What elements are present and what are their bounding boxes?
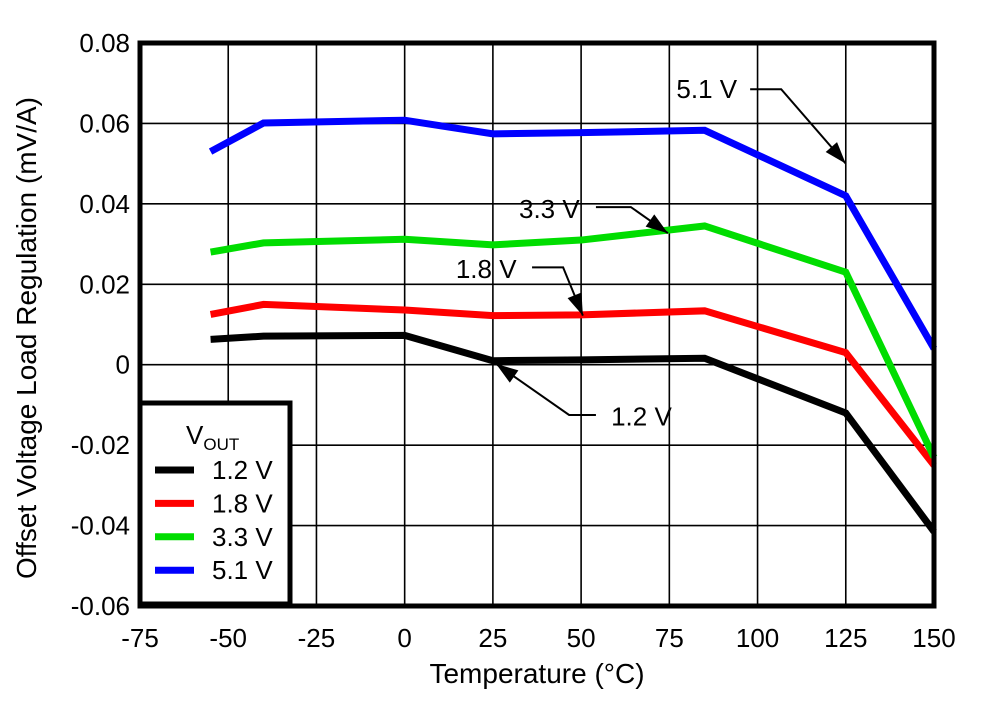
x-tick-label: 50	[567, 623, 596, 653]
annotation-1-8-v: 1.8 V	[456, 254, 584, 317]
annotation-label: 1.2 V	[611, 402, 672, 432]
y-tick-label: -0.04	[71, 511, 130, 541]
tick-labels: -75 -50 -25 0 25 50 75 100 125 150 0.08 0.06 0.04 0.0…	[71, 28, 956, 653]
y-tick-label: -0.02	[71, 430, 130, 460]
y-tick-label: -0.06	[71, 591, 130, 621]
x-tick-label: 125	[824, 623, 867, 653]
x-tick-label: 0	[397, 623, 411, 653]
x-tick-label: 100	[736, 623, 779, 653]
series-group	[208, 116, 938, 534]
series-line-3-3-v	[209, 222, 938, 459]
legend-label-4: 5.1 V	[212, 555, 273, 585]
grid-group	[140, 43, 934, 606]
annotations-group: 5.1 V 3.3 V1.8 V 1.2 V	[456, 74, 847, 432]
y-tick-label: 0.02	[79, 269, 130, 299]
annotation-leader-line	[532, 266, 584, 317]
x-tick-label: 25	[478, 623, 507, 653]
annotation-3-3-v: 3.3 V	[519, 194, 669, 235]
annotation-arrowhead	[825, 142, 846, 164]
x-tick-label: 150	[912, 623, 955, 653]
annotation-label: 1.8 V	[456, 254, 517, 284]
x-axis-title: Temperature (°C)	[429, 658, 645, 689]
annotation-label: 3.3 V	[519, 194, 580, 224]
y-tick-label: 0.08	[79, 28, 130, 58]
y-tick-label: 0.06	[79, 108, 130, 138]
annotation-leader-line	[750, 88, 847, 165]
annotation-arrowhead	[567, 292, 583, 316]
series-line-5-1-v	[208, 116, 938, 351]
x-tick-label: -50	[209, 623, 247, 653]
legend-label-3: 3.3 V	[212, 522, 273, 552]
annotation-5-1-v: 5.1 V	[676, 74, 847, 165]
annotation-label: 5.1 V	[676, 74, 737, 104]
legend-label-1: 1.2 V	[212, 455, 273, 485]
legend-label-2: 1.8 V	[212, 488, 273, 518]
series-line-1-8-v	[209, 300, 937, 468]
x-tick-label: -25	[298, 623, 336, 653]
annotation-arrowhead	[496, 363, 519, 383]
y-axis-title: Offset Voltage Load Regulation (mV/A)	[11, 97, 42, 579]
annotation-arrowhead	[645, 214, 668, 234]
y-tick-label: 0.04	[79, 189, 130, 219]
annotation-leader-line	[495, 363, 596, 416]
y-tick-label: 0	[116, 350, 130, 380]
plot-border	[137, 40, 937, 609]
annotation-1-2-v: 1.2 V	[495, 363, 672, 432]
series-line-1-2-v	[210, 331, 937, 534]
x-tick-label: -75	[121, 623, 159, 653]
x-tick-label: 75	[655, 623, 684, 653]
